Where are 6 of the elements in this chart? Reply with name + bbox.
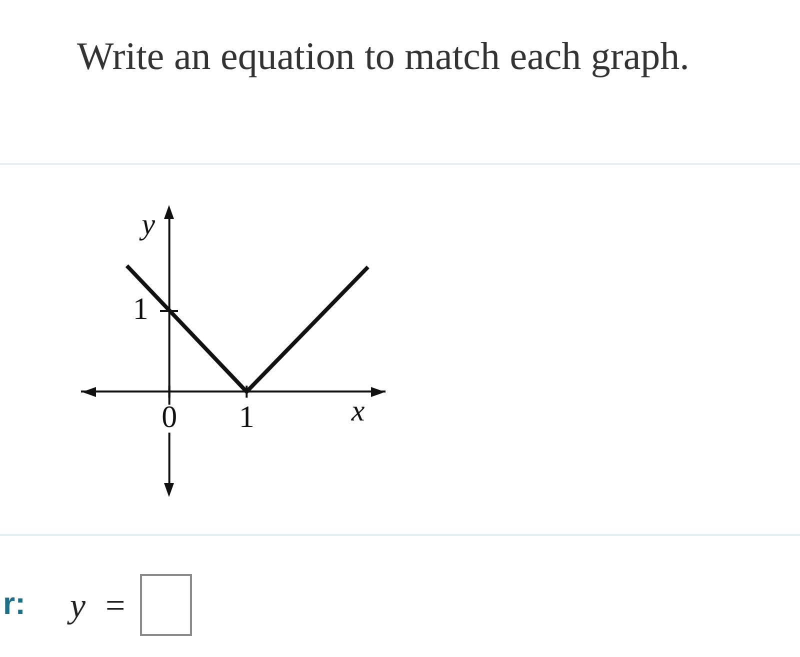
text: r: bbox=[3, 586, 26, 621]
chart-title: Write an equation to match each graph. bbox=[77, 35, 690, 78]
annotation: 1 bbox=[132, 291, 148, 326]
y-axis-title: y bbox=[138, 208, 156, 241]
x-axis-title: x bbox=[350, 394, 366, 428]
x-tick-label: 0 bbox=[162, 398, 178, 434]
